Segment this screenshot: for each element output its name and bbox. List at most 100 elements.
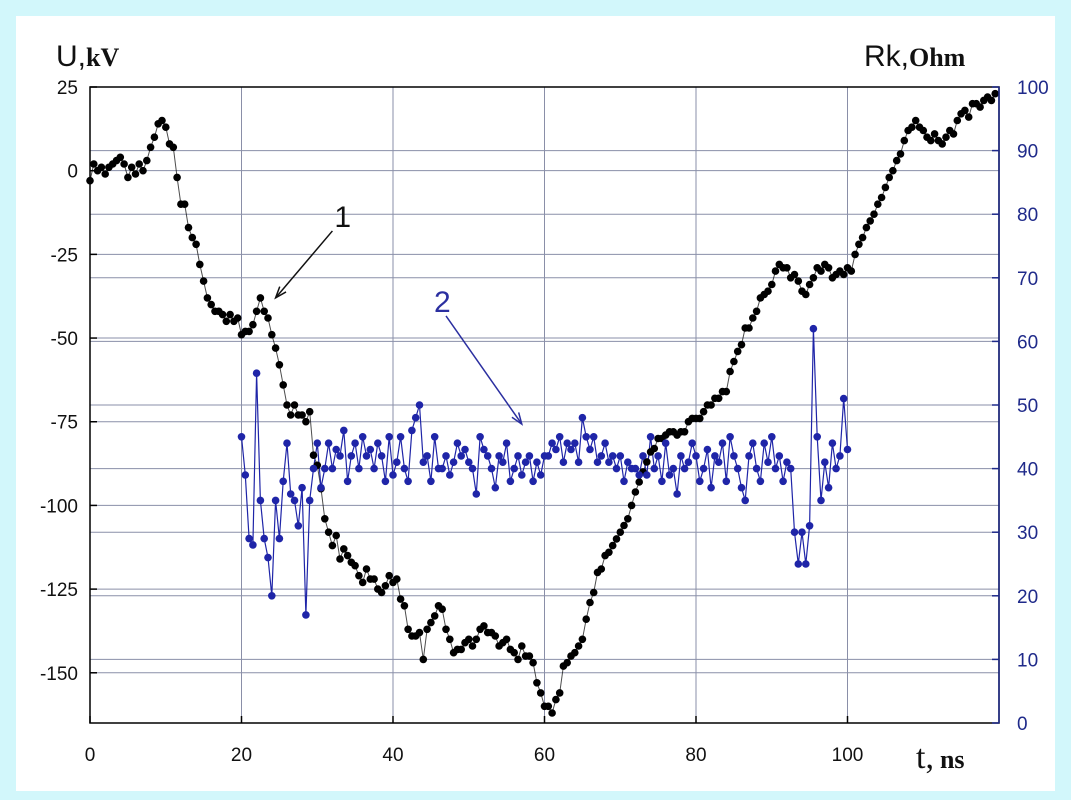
series-1-point (355, 571, 363, 580)
series-1-point (472, 635, 481, 644)
y-left-axis-label: U,kV (56, 40, 119, 73)
series-2-point (321, 464, 329, 473)
series-1-point (218, 310, 227, 319)
x-tick-label: 100 (832, 745, 864, 766)
series-2-point (521, 458, 530, 467)
series-2-point (328, 464, 337, 473)
series-2-point (563, 439, 571, 448)
series-1-point (196, 260, 204, 269)
series-1-point (616, 528, 625, 536)
series-1-point (324, 528, 333, 536)
series-2-point (430, 433, 439, 441)
series-1-point (783, 264, 791, 272)
series-1-point (385, 571, 394, 580)
series-1-point (139, 166, 147, 175)
series-1-point (275, 361, 284, 369)
series-1-point (730, 357, 738, 366)
annotation-arrow-2 (445, 315, 523, 425)
series-1-point (271, 344, 280, 352)
series-2-point (616, 452, 625, 460)
series-1-point (143, 156, 151, 165)
series-2-point (665, 471, 674, 479)
series-2-point (533, 458, 541, 467)
y-right-tick-label: 70 (1017, 269, 1038, 290)
y-left-tick-label: -25 (51, 245, 78, 266)
series-2-point (279, 477, 288, 486)
series-2-point (555, 433, 564, 441)
series-1-point (192, 240, 200, 249)
series-1-point (362, 565, 371, 573)
series-1-point (938, 140, 946, 148)
x-tick-label: 0 (85, 745, 96, 766)
series-2-point (423, 452, 431, 460)
series-2-point (696, 477, 704, 486)
series-1-point (839, 270, 848, 279)
series-2-point (468, 464, 477, 473)
y-right-tick-label: 100 (1017, 78, 1049, 99)
series-1-point (188, 233, 197, 242)
series-1-point (427, 618, 435, 627)
series-2-point (294, 522, 303, 530)
series-1-point (908, 123, 916, 131)
series-1-point (722, 387, 731, 396)
annotations: 12 (274, 201, 524, 426)
series-1-point (135, 160, 143, 168)
series-1-point (465, 635, 473, 644)
series-1-point (919, 126, 928, 135)
series-2-point (589, 433, 598, 441)
series-2-point (703, 445, 712, 454)
series-1-point (116, 153, 125, 162)
series-2-point (601, 439, 609, 448)
series-2-point (669, 464, 678, 473)
series-2-point (305, 496, 314, 505)
series-1-point (146, 143, 155, 152)
series-2-point (843, 445, 852, 454)
series-1-line (89, 93, 996, 715)
y-right-axis-label: Rk,Ohm (864, 40, 966, 73)
series-1-point (733, 347, 742, 356)
series-1-point (953, 116, 962, 125)
series-1-point (794, 277, 803, 285)
series-1-point (900, 136, 909, 145)
series-2-point (654, 452, 662, 460)
series-2-point (552, 445, 560, 454)
series-2-point (389, 471, 397, 479)
series-2-point (465, 458, 473, 467)
y-left-tick-label: 25 (57, 78, 78, 99)
series-1-point (233, 314, 242, 322)
series-2-point (828, 439, 837, 448)
series-1-point (309, 451, 318, 460)
series-2-point (366, 445, 375, 454)
series-1-point (555, 689, 564, 697)
series-1-point (268, 330, 276, 339)
series-2-point (775, 452, 784, 460)
series-2-point (370, 464, 378, 473)
series-2-point (249, 541, 257, 549)
series-2-point (677, 452, 685, 460)
series-1-point (805, 280, 814, 289)
series-2-point (495, 452, 503, 460)
series-1-point (351, 561, 359, 570)
series-2-point (362, 452, 371, 460)
series-2-point (624, 458, 632, 467)
series-2-point (393, 458, 401, 467)
series-2-point (756, 477, 765, 486)
series-1-point (866, 217, 874, 225)
series-1-point (650, 444, 659, 453)
series-2-point (324, 439, 333, 448)
series-2-point (620, 477, 628, 486)
series-2-point (805, 522, 814, 530)
series-2-point (714, 458, 723, 467)
series-1-point (605, 548, 613, 557)
series-2-point (275, 534, 284, 543)
series-1-point (442, 625, 450, 634)
series-1-point (608, 541, 617, 550)
series-2-point (593, 458, 602, 467)
series-1-point (612, 535, 621, 543)
series-2-point (779, 477, 787, 486)
series-2-point (438, 464, 447, 473)
series-1-point (180, 200, 189, 208)
series-2-point (574, 458, 583, 467)
series-1-point (533, 679, 541, 687)
series-1-point (222, 317, 231, 326)
